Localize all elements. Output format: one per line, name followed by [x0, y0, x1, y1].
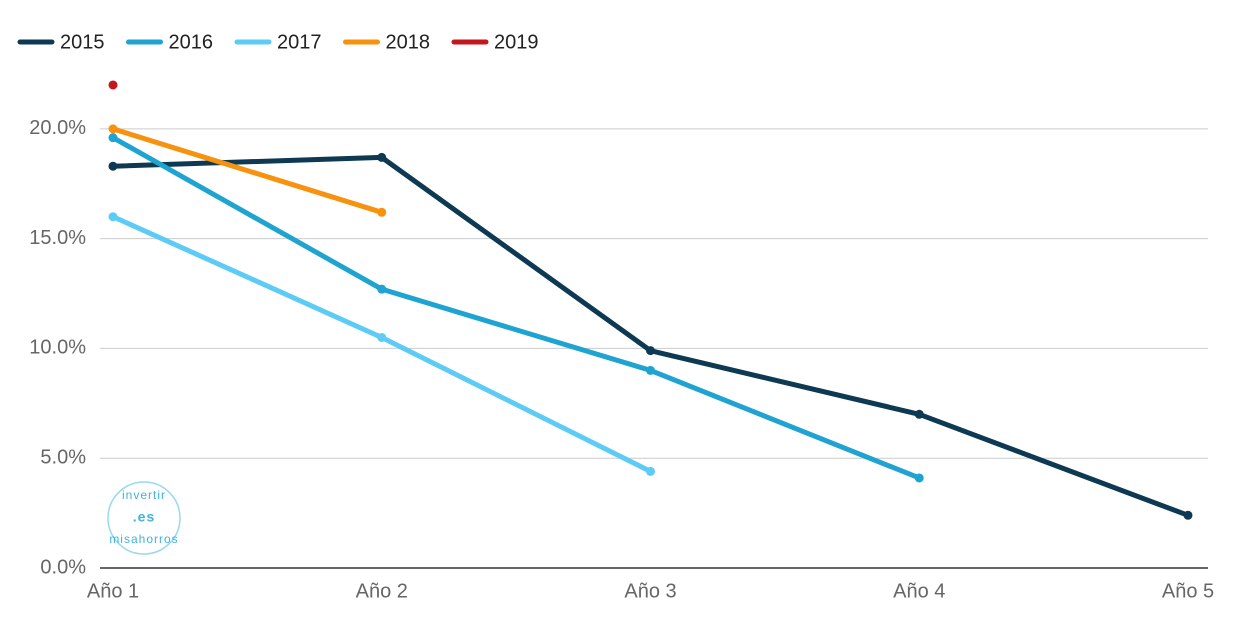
x-tick-label: Año 2	[356, 580, 408, 602]
legend-label: 2017	[277, 31, 322, 53]
y-tick-label: 20.0%	[29, 117, 86, 139]
data-point	[377, 284, 387, 294]
data-point	[108, 124, 118, 134]
data-point	[108, 80, 118, 90]
x-tick-label: Año 3	[624, 580, 676, 602]
y-tick-label: 5.0%	[40, 446, 86, 468]
data-point	[108, 133, 118, 143]
data-point	[914, 473, 924, 483]
y-tick-label: 15.0%	[29, 227, 86, 249]
data-point	[108, 212, 118, 222]
data-point	[914, 409, 924, 419]
watermark-ring	[107, 481, 181, 555]
y-tick-label: 10.0%	[29, 337, 86, 359]
legend-label: 2019	[494, 31, 539, 53]
series-line	[111, 135, 921, 481]
x-tick-label: Año 4	[893, 580, 945, 602]
x-tick-label: Año 5	[1162, 580, 1214, 602]
series-line	[112, 126, 383, 215]
watermark-top: invertir	[122, 488, 166, 502]
data-point	[377, 207, 387, 217]
data-point	[646, 365, 655, 375]
data-point	[377, 152, 387, 162]
legend-label: 2016	[169, 31, 214, 53]
legend-label: 2018	[386, 31, 431, 53]
legend-label: 2015	[60, 31, 105, 53]
watermark-center: .es	[133, 509, 155, 525]
data-point	[646, 346, 655, 356]
series-line	[112, 154, 1189, 518]
data-point	[1183, 510, 1193, 520]
x-tick-label: Año 1	[87, 580, 139, 602]
data-point	[377, 332, 387, 342]
data-point	[108, 161, 118, 171]
data-point	[646, 466, 655, 476]
y-tick-label: 0.0%	[40, 556, 86, 578]
watermark: invertir .es misahorros	[107, 481, 181, 555]
watermark-bottom: misahorros	[109, 532, 178, 546]
